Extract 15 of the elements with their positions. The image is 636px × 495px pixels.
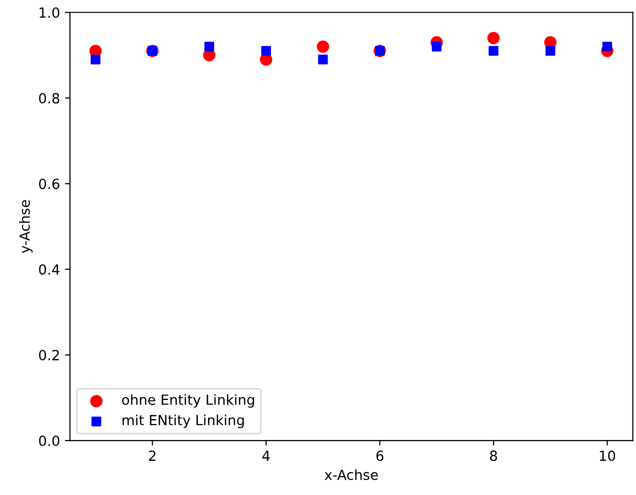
x-tick-label: 2 [149,450,156,461]
x-tick-label: 10 [600,450,616,462]
y-tick-label: 0.0 [39,436,60,446]
x-tick-label: 4 [262,450,270,461]
y-tick-label: 1.0 [40,7,60,18]
y-tick-label: 0.8 [39,92,60,104]
x-axis-title: x-Achse [324,469,378,480]
x-tick-label: 6 [376,450,384,462]
x-tick-label: 8 [490,450,497,462]
y-tick-label: 0.6 [39,178,60,190]
legend-label: ohne Entity Linking [122,394,254,408]
y-tick-label: 0.2 [39,350,59,360]
legend-label: mit ENtity Linking [122,414,244,428]
y-axis-title: y-Achse [19,200,33,254]
y-tick-label: 0.4 [39,264,60,275]
